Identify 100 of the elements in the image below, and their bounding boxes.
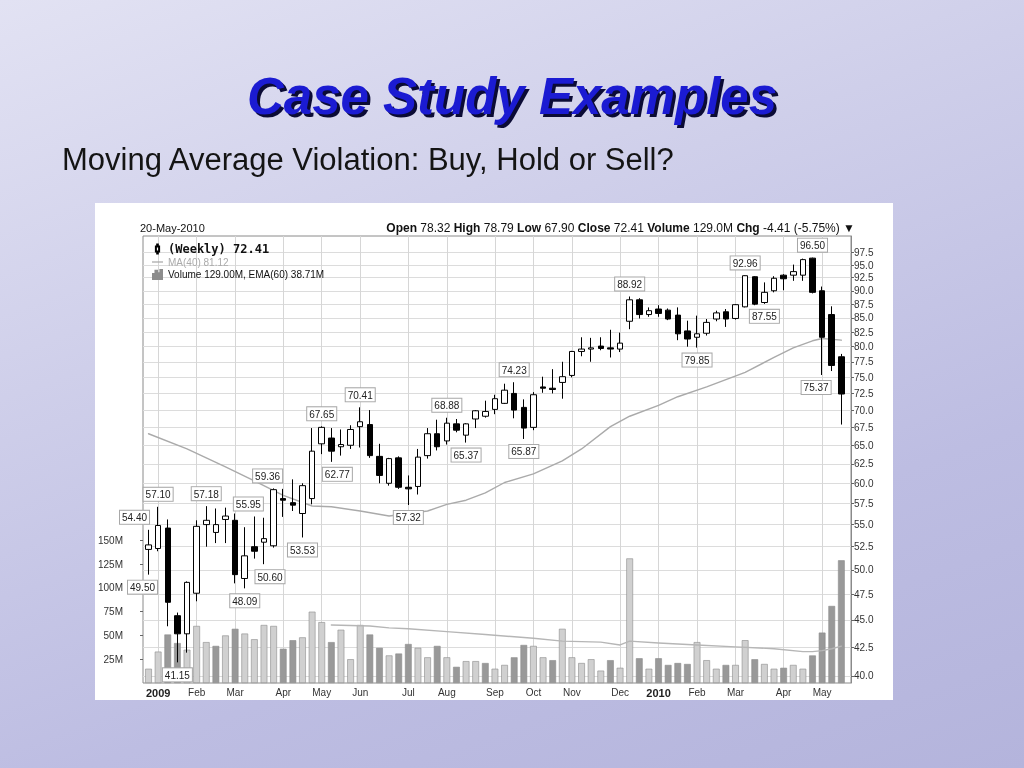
y-tick-label: 85.0 xyxy=(854,312,874,324)
y-tick-label: 60.0 xyxy=(854,477,874,489)
candlestick xyxy=(800,258,806,282)
x-tick-label: Sep xyxy=(486,686,505,698)
candlestick xyxy=(655,304,662,318)
candlestick xyxy=(684,320,691,348)
candlestick xyxy=(780,273,787,291)
y-tick-label: 70.0 xyxy=(854,404,874,416)
candlestick xyxy=(155,506,161,552)
y-tick-label: 47.5 xyxy=(854,588,874,600)
legend-label: Volume 129.00M, EMA(60) 38.71M xyxy=(168,269,325,280)
candlestick xyxy=(482,400,489,419)
candlestick xyxy=(386,457,392,487)
legend-label: MA(40) 81.12 xyxy=(168,256,230,268)
candlestick xyxy=(241,526,248,589)
candlestick xyxy=(838,353,845,426)
y-tick-label: 72.5 xyxy=(854,387,874,399)
y-tick-label: 57.5 xyxy=(854,498,874,509)
annotation: 48.09 xyxy=(232,595,258,607)
y2-tick-label: 75M xyxy=(103,606,124,618)
candlestick xyxy=(290,478,296,512)
candlestick xyxy=(193,519,200,602)
candlestick xyxy=(376,443,383,484)
candlestick xyxy=(203,505,210,548)
x-tick-label: 2009 xyxy=(145,686,171,699)
x-tick-label: Jun xyxy=(352,686,369,698)
candlestick xyxy=(559,361,566,400)
candlestick xyxy=(444,417,450,446)
candlestick xyxy=(338,428,344,457)
annotation: 74.23 xyxy=(501,364,528,376)
candlestick xyxy=(828,305,835,372)
candlestick xyxy=(569,350,575,378)
y-tick-label: 50.0 xyxy=(854,564,874,576)
candlestick xyxy=(646,306,652,318)
y-tick-label: 42.5 xyxy=(854,641,874,653)
annotation: 55.95 xyxy=(235,498,262,510)
candlestick xyxy=(367,409,373,459)
y-tick-label: 52.5 xyxy=(854,541,874,553)
candlestick xyxy=(328,427,335,463)
y2-tick-label: 150M xyxy=(98,534,124,546)
annotation: 53.53 xyxy=(289,544,316,556)
candlestick xyxy=(598,336,604,351)
y-tick-label: 90.0 xyxy=(854,285,874,297)
candlestick xyxy=(280,488,286,518)
annotation: 70.41 xyxy=(347,389,374,401)
candlestick xyxy=(540,376,546,394)
y2-tick-label: 25M xyxy=(103,653,124,665)
candlestick xyxy=(607,329,614,358)
candlestick xyxy=(771,275,777,293)
candlestick xyxy=(549,368,556,394)
candlestick xyxy=(299,482,306,538)
annotation: 49.50 xyxy=(130,582,156,594)
y-tick-label: 55.0 xyxy=(854,519,874,531)
annotation: 54.40 xyxy=(122,512,148,524)
candlestick xyxy=(270,487,277,549)
y-tick-label: 62.5 xyxy=(854,458,874,470)
candlestick xyxy=(492,394,498,415)
candlestick xyxy=(405,474,412,506)
candlestick xyxy=(521,398,527,440)
annotation: 57.10 xyxy=(145,489,172,501)
candlestick xyxy=(232,513,238,584)
candlestick xyxy=(732,303,739,321)
annotation: 68.88 xyxy=(434,400,460,412)
candlestick xyxy=(347,424,354,450)
x-tick-label: Feb xyxy=(188,686,206,698)
x-tick-label: Mar xyxy=(726,686,745,698)
candlestick xyxy=(434,419,440,451)
candlestick xyxy=(694,315,700,349)
candlestick xyxy=(675,306,681,341)
candlestick xyxy=(395,455,402,490)
candlestick xyxy=(415,448,421,495)
candlestick xyxy=(617,332,623,353)
x-tick-label: Dec xyxy=(611,686,629,698)
x-tick-label: Oct xyxy=(525,686,542,698)
candlestick xyxy=(511,381,517,419)
candlestick xyxy=(636,297,643,319)
candlestick xyxy=(665,307,671,321)
text: Open 78.32 High 78.79 Low 67.90 Close 72.41 Volume 129.0M Chg -4.41 (-5.75%) ▼ xyxy=(386,221,855,235)
candlestick xyxy=(588,337,594,363)
candlestick xyxy=(742,274,748,308)
candlestick xyxy=(819,286,825,376)
chart-subtitle: Moving Average Violation: Buy, Hold or Sell? xyxy=(62,141,674,179)
x-tick-label: Nov xyxy=(563,686,581,698)
candlestick xyxy=(309,427,315,505)
candlestick xyxy=(530,391,537,431)
y-tick-label: 80.0 xyxy=(854,341,874,353)
x-tick-label: Jul xyxy=(401,686,415,698)
x-tick-label: Apr xyxy=(775,686,793,698)
candlestick xyxy=(165,518,171,627)
x-tick-label: May xyxy=(312,686,332,698)
candlestick xyxy=(453,418,460,433)
candlestick xyxy=(501,383,508,405)
candlestick xyxy=(472,409,479,429)
annotation: 96.50 xyxy=(799,240,826,252)
annotation: 79.85 xyxy=(684,355,710,367)
annotation: 67.65 xyxy=(309,408,335,420)
y2-tick-label: 100M xyxy=(98,582,124,594)
candlestick xyxy=(626,295,633,330)
candlestick xyxy=(752,275,758,306)
x-tick-label: Feb xyxy=(688,686,707,698)
